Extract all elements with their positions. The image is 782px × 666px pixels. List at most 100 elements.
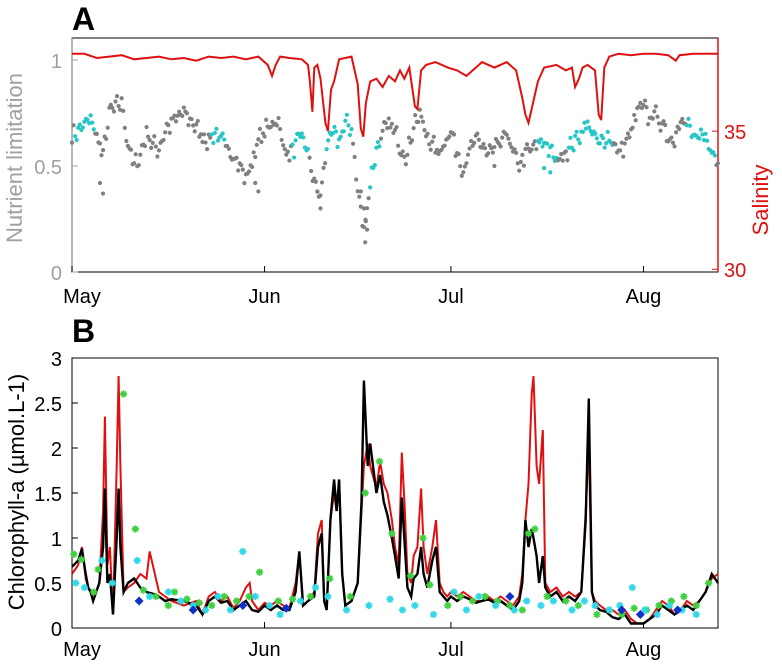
panel-b-x-tick-label: Jun bbox=[248, 639, 280, 661]
nutrient-point bbox=[638, 100, 643, 105]
nutrient-point bbox=[652, 109, 657, 114]
marker-stroke bbox=[109, 579, 116, 587]
marker-stroke bbox=[177, 597, 184, 605]
nutrient-point bbox=[357, 194, 362, 199]
marker-stroke bbox=[324, 593, 332, 600]
nutrient-point bbox=[100, 191, 106, 196]
nutrient-point bbox=[549, 143, 554, 148]
marker-stroke bbox=[641, 606, 648, 614]
nutrient-point bbox=[307, 155, 312, 160]
marker-stroke bbox=[239, 548, 246, 555]
marker-stroke bbox=[70, 551, 78, 558]
observation-marker-cyan bbox=[342, 606, 351, 614]
panel-b-y-tick-label: 3 bbox=[51, 349, 62, 371]
nutrient-point bbox=[242, 180, 247, 186]
nutrient-point bbox=[239, 162, 244, 168]
nutrient-point bbox=[594, 136, 599, 141]
observation-marker-cyan bbox=[265, 601, 274, 610]
marker-stroke bbox=[525, 530, 532, 537]
panel-a-x-tick-label: Aug bbox=[626, 286, 662, 308]
nutrient-point bbox=[705, 138, 710, 143]
nutrient-point bbox=[338, 134, 343, 139]
marker-stroke bbox=[376, 458, 383, 465]
observation-marker-blue bbox=[188, 605, 198, 615]
nutrient-point bbox=[396, 143, 401, 148]
nutrient-point bbox=[132, 161, 137, 166]
observation-marker-blue bbox=[505, 592, 515, 601]
nutrient-point bbox=[507, 141, 513, 146]
nutrient-point bbox=[597, 141, 603, 146]
nutrient-point bbox=[627, 135, 632, 140]
nutrient-point bbox=[420, 119, 426, 124]
observation-marker-cyan bbox=[72, 579, 80, 587]
marker-stroke bbox=[227, 606, 234, 614]
panel-a-salinity-line bbox=[72, 52, 718, 137]
observation-marker-green bbox=[444, 601, 452, 610]
nutrient-point bbox=[194, 122, 199, 127]
marker-stroke bbox=[666, 602, 673, 609]
marker-stroke bbox=[165, 602, 172, 609]
marker-stroke bbox=[616, 602, 624, 609]
observation-marker-cyan bbox=[177, 597, 185, 605]
nutrient-point bbox=[206, 132, 211, 137]
panel-a-y-ticks-right: 30 35 bbox=[712, 122, 746, 282]
observation-marker-green bbox=[543, 592, 551, 601]
nutrient-point bbox=[663, 122, 668, 128]
observation-marker-cyan bbox=[492, 601, 500, 610]
observation-marker-green bbox=[406, 572, 415, 580]
nutrient-point bbox=[388, 125, 393, 130]
nutrient-point bbox=[459, 173, 464, 179]
observation-marker-green bbox=[655, 601, 663, 610]
nutrient-point bbox=[419, 114, 424, 119]
nutrient-point bbox=[417, 107, 422, 112]
nutrient-point bbox=[88, 113, 93, 118]
panel-a-y-ticks: 00.51 bbox=[34, 51, 78, 285]
marker-stroke bbox=[581, 597, 588, 605]
observation-marker-green bbox=[288, 595, 297, 603]
marker-stroke bbox=[531, 525, 538, 533]
observation-marker-cyan bbox=[549, 597, 557, 605]
nutrient-point bbox=[293, 138, 298, 143]
observation-marker-green bbox=[531, 525, 539, 533]
nutrient-point bbox=[97, 180, 103, 186]
nutrient-point bbox=[200, 139, 205, 145]
nutrient-point bbox=[656, 121, 662, 126]
panel-a-nutrient-points bbox=[69, 94, 721, 245]
observation-marker-cyan bbox=[251, 592, 259, 601]
nutrient-point bbox=[119, 96, 124, 101]
nutrient-point bbox=[150, 140, 155, 145]
nutrient-point bbox=[330, 130, 335, 136]
nutrient-point bbox=[138, 152, 143, 157]
nutrient-point bbox=[250, 164, 255, 170]
nutrient-point bbox=[276, 115, 281, 121]
observation-marker-cyan bbox=[108, 579, 116, 587]
nutrient-point bbox=[677, 126, 682, 132]
nutrient-point bbox=[142, 143, 148, 149]
observation-marker-cyan bbox=[641, 606, 649, 614]
observation-marker-cyan bbox=[429, 610, 438, 619]
observation-marker-cyan bbox=[365, 601, 373, 610]
nutrient-point bbox=[427, 142, 432, 147]
nutrient-point bbox=[282, 147, 287, 152]
nutrient-point bbox=[394, 124, 399, 130]
nutrient-point bbox=[333, 129, 339, 134]
nutrient-point bbox=[451, 132, 457, 137]
marker-stroke bbox=[430, 611, 437, 618]
marker-stroke bbox=[289, 596, 296, 603]
marker-stroke bbox=[165, 588, 172, 596]
panel-b-y-tick-label: 2 bbox=[51, 439, 62, 461]
marker-stroke bbox=[256, 569, 263, 576]
nutrient-point bbox=[655, 114, 660, 119]
nutrient-point bbox=[281, 143, 286, 148]
observation-marker-cyan bbox=[276, 610, 284, 619]
nutrient-point bbox=[375, 139, 381, 145]
nutrient-point bbox=[203, 140, 208, 145]
nutrient-point bbox=[509, 145, 514, 150]
marker-stroke bbox=[450, 588, 458, 596]
marker-stroke bbox=[326, 575, 333, 582]
nutrient-point bbox=[680, 116, 685, 122]
observation-marker-green bbox=[574, 601, 582, 610]
nutrient-point bbox=[121, 108, 126, 113]
nutrient-point bbox=[91, 127, 96, 132]
nutrient-point bbox=[621, 154, 626, 159]
